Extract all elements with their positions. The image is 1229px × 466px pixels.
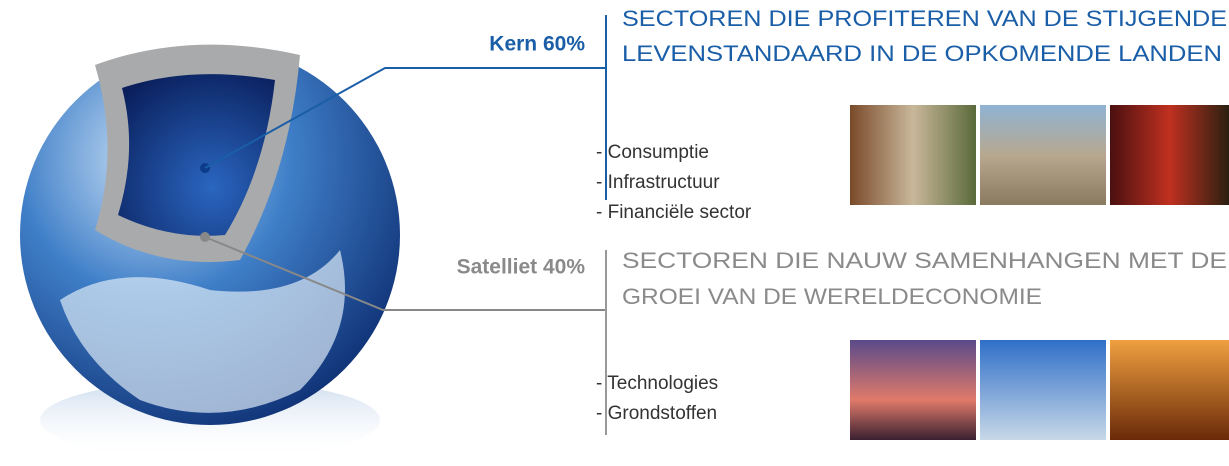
- satellite-label: Satelliet 40%: [457, 256, 586, 279]
- core-item: - Financiële sector: [596, 202, 752, 223]
- core-item: - Infrastructuur: [596, 172, 720, 193]
- core-heading: SECTOREN DIE PROFITEREN VAN DE STIJGENDE: [622, 6, 1227, 31]
- core-item: - Consumptie: [596, 142, 709, 163]
- core-label: Kern 60%: [489, 33, 585, 56]
- satellite-item: - Technologies: [596, 373, 718, 394]
- satellite-heading: SECTOREN DIE NAUW SAMENHANGEN MET DE: [622, 248, 1227, 273]
- satellite-heading: GROEI VAN DE WERELDECONOMIE: [622, 284, 1042, 309]
- core-heading: LEVENSTANDAARD IN DE OPKOMENDE LANDEN: [622, 41, 1222, 66]
- globe: [20, 45, 400, 460]
- satellite-item: - Grondstoffen: [596, 403, 717, 424]
- infographic: Kern 60% Satelliet 40% SECTOREN DIE PROF…: [0, 0, 1229, 461]
